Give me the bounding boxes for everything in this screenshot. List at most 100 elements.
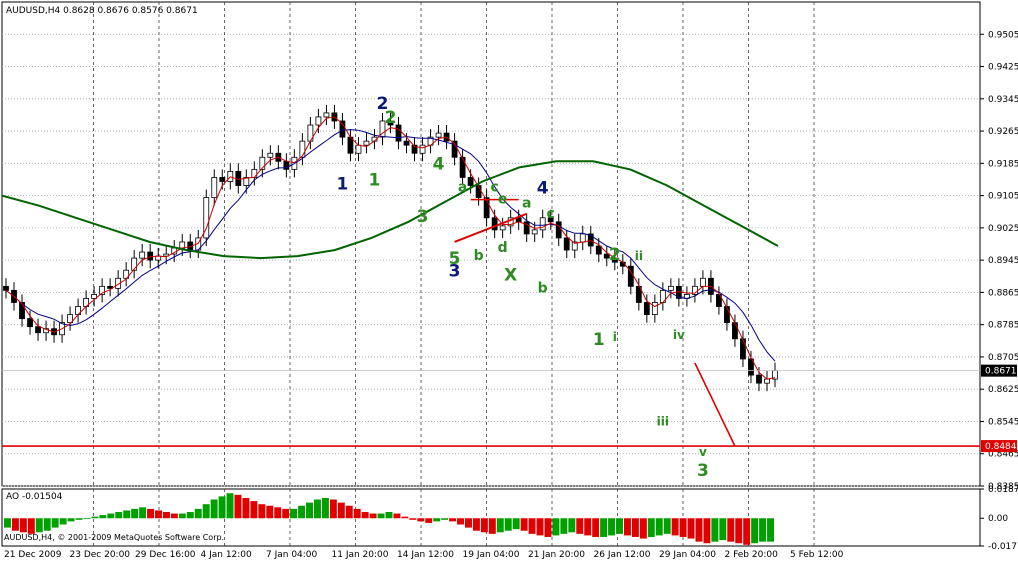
wave-label: ii [635, 249, 643, 263]
time-tick-label: 26 Jan 12:00 [594, 550, 651, 560]
price-tick-label: 0.9185 [988, 159, 1018, 169]
candle-body [499, 225, 506, 231]
ao-bar [218, 496, 226, 519]
candle-body [179, 241, 186, 249]
target-price-label: 0.8484 [985, 442, 1017, 452]
time-tick-label: 21 Dec 2009 [4, 550, 62, 560]
candle-body [203, 197, 210, 239]
ao-bar [457, 518, 465, 525]
candle-body [587, 233, 594, 247]
ao-bar [385, 511, 393, 519]
wave-label: b [474, 248, 484, 264]
ao-bar [123, 510, 131, 519]
ao-bar [83, 518, 91, 520]
candle-body [764, 378, 770, 384]
ao-bar [647, 518, 655, 537]
wave-label: 4 [537, 179, 549, 199]
copyright-text: AUDUSD,H4, © 2001-2009 MetaQuotes Softwa… [4, 533, 224, 542]
candle-body [467, 177, 474, 186]
ao-bar [226, 493, 234, 519]
ao-bar [711, 518, 719, 542]
wave-label: 2 [377, 94, 389, 114]
ao-bar [43, 518, 51, 531]
candle-body [107, 285, 114, 289]
ao-bar [162, 511, 170, 519]
ao-bar [616, 518, 623, 534]
ao-bar [584, 518, 592, 536]
candle-body [323, 112, 330, 118]
wave-label: b [538, 280, 548, 296]
ao-bar [441, 518, 449, 520]
candle-body [387, 120, 394, 126]
ao-bar [735, 518, 743, 544]
ao-bar [202, 504, 210, 519]
price-tick-label: 0.9025 [988, 224, 1018, 234]
wave-label: 1 [337, 175, 349, 195]
candle-body [643, 302, 650, 315]
ao-bar [472, 518, 480, 531]
ao-bar [99, 515, 107, 519]
candle-body [139, 251, 146, 259]
ao-bar [4, 518, 11, 528]
medium-moving-average-line [5, 129, 776, 362]
candle-body [67, 314, 73, 324]
time-tick-label: 5 Feb 12:00 [790, 550, 844, 560]
ao-bar [282, 508, 290, 519]
candle-body [531, 229, 538, 235]
ao-bar [719, 518, 727, 541]
ao-bar [290, 508, 298, 519]
time-tick-label: 23 Dec 20:00 [70, 550, 131, 560]
wave-label: iv [673, 328, 685, 342]
ao-tick-label: -0.01778 [988, 542, 1018, 552]
candle-body [211, 177, 218, 199]
time-tick-label: 7 Jan 04:00 [266, 550, 318, 560]
ao-bar [520, 518, 528, 531]
candle-body [91, 294, 98, 299]
ao-bar [210, 499, 218, 519]
ao-bar [242, 497, 250, 519]
chart-title: AUDUSD,H4 0.8628 0.8676 0.8576 0.8671 [6, 6, 198, 16]
ao-bar [512, 518, 520, 530]
ao-bar [528, 518, 536, 534]
time-tick-label: 4 Jan 12:00 [201, 550, 253, 560]
candle-body [363, 140, 370, 146]
ao-bar [35, 518, 43, 533]
ao-bar [250, 501, 258, 519]
ao-bar [377, 513, 385, 519]
ao-bar [639, 518, 647, 539]
ao-bar [631, 518, 639, 537]
ao-bar [608, 518, 616, 536]
candle-body [483, 197, 490, 219]
ao-bar [266, 505, 274, 519]
candle-body [115, 277, 122, 289]
candle-body [748, 358, 754, 376]
wave-label: i [613, 330, 617, 344]
candle-body [740, 338, 746, 360]
candle-body [563, 237, 570, 251]
ao-bar [155, 510, 162, 519]
ao-bar [401, 516, 409, 519]
ao-bar [115, 511, 123, 519]
wave-label: 3 [417, 207, 429, 227]
ao-bar [488, 518, 496, 534]
ao-bar [536, 518, 544, 536]
ao-bar [433, 518, 441, 522]
candle-body [131, 257, 138, 271]
current-price-label: 0.8671 [985, 367, 1017, 377]
wave-label: d [498, 240, 508, 256]
time-tick-label: 29 Jan 04:00 [659, 550, 716, 560]
ao-tick-label: 0.01873 [988, 485, 1018, 495]
ao-bar [369, 513, 377, 519]
candle-body [315, 116, 322, 126]
ao-bar [51, 518, 59, 528]
ao-bar [687, 518, 695, 539]
candle-body [411, 144, 418, 154]
time-tick-label: 2 Feb 20:00 [725, 550, 779, 560]
time-tick-label: 11 Jan 20:00 [332, 550, 389, 560]
ao-bar [568, 518, 576, 533]
price-tick-label: 0.8865 [988, 288, 1018, 298]
price-tick-label: 0.8545 [988, 417, 1018, 427]
ao-bar [671, 518, 679, 536]
candle-body [571, 241, 578, 251]
candle-body [251, 168, 258, 178]
